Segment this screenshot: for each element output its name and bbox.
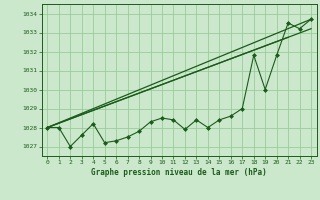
X-axis label: Graphe pression niveau de la mer (hPa): Graphe pression niveau de la mer (hPa): [91, 168, 267, 177]
